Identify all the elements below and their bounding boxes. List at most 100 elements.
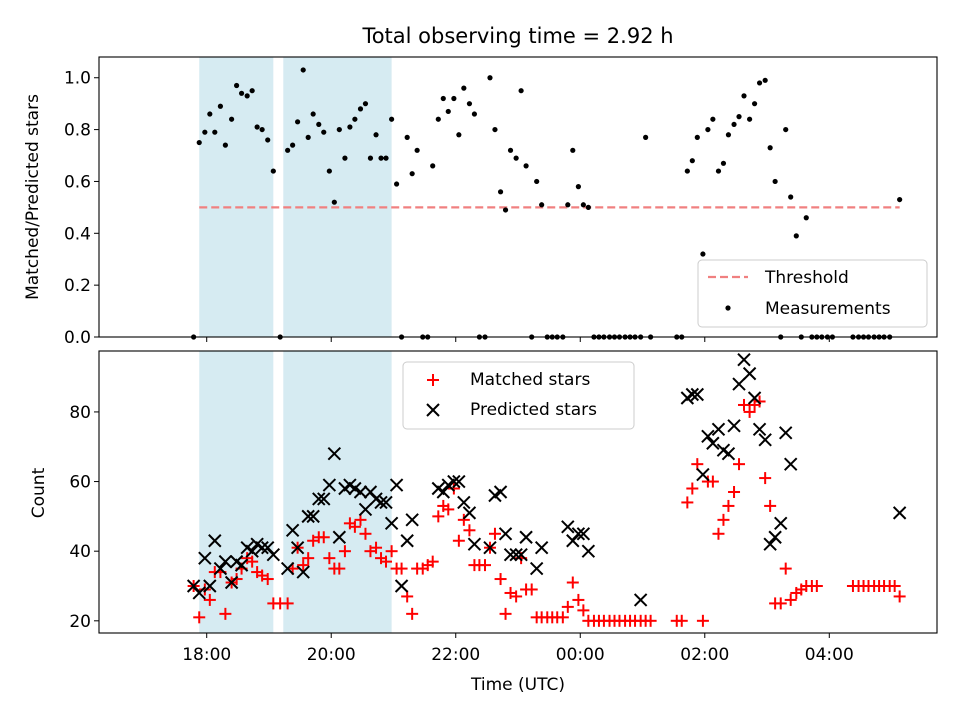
matched-star-point bbox=[359, 527, 372, 540]
measurement-point bbox=[487, 75, 493, 81]
measurement-point bbox=[461, 85, 467, 91]
predicted-star-point bbox=[389, 478, 404, 492]
matched-star-point bbox=[779, 562, 792, 575]
predicted-star-point bbox=[290, 540, 305, 555]
bottom-y-tick-label: 60 bbox=[69, 473, 91, 493]
matched-star-point bbox=[717, 513, 730, 526]
x-tick-label: 18:00 bbox=[182, 645, 231, 665]
measurement-point bbox=[352, 116, 358, 122]
matched-star-point bbox=[733, 458, 746, 471]
measurement-point bbox=[518, 88, 524, 94]
matched-star-point bbox=[675, 614, 688, 627]
measurement-point bbox=[196, 139, 202, 146]
predicted-star-point bbox=[384, 516, 399, 531]
matched-star-point bbox=[219, 607, 232, 620]
matched-star-point bbox=[488, 527, 501, 540]
matched-star-point bbox=[494, 573, 507, 586]
measurement-point bbox=[451, 95, 457, 102]
predicted-star-point bbox=[436, 485, 450, 499]
matched-star-point bbox=[401, 590, 414, 603]
measurement-point bbox=[747, 116, 753, 122]
top-y-tick-label: 0.4 bbox=[64, 224, 91, 244]
measurement-point bbox=[492, 126, 498, 133]
predicted-star-point bbox=[721, 446, 736, 461]
predicted-star-point bbox=[203, 579, 217, 593]
measurement-point bbox=[342, 155, 348, 161]
top-legend: Threshold Measurements bbox=[697, 259, 928, 328]
measurement-point bbox=[445, 108, 451, 115]
matched-star-point bbox=[198, 583, 211, 596]
predicted-star-point bbox=[483, 540, 497, 555]
measurement-point bbox=[207, 111, 213, 117]
measurement-point bbox=[694, 134, 700, 140]
matched-star-point bbox=[712, 527, 725, 540]
predicted-star-point bbox=[758, 433, 772, 447]
top-y-tick-label: 0.6 bbox=[64, 172, 91, 192]
measurement-point bbox=[357, 106, 364, 112]
top-shaded-interval-2 bbox=[283, 57, 392, 337]
predicted-star-point bbox=[633, 593, 648, 607]
measurement-point bbox=[700, 251, 706, 257]
measurement-point bbox=[238, 90, 245, 96]
matched-star-point bbox=[691, 458, 704, 471]
measurement-point bbox=[534, 178, 540, 185]
predicted-star-point bbox=[457, 495, 471, 510]
measurement-point bbox=[300, 67, 306, 73]
measurement-point bbox=[290, 142, 296, 148]
predicted-star-point bbox=[332, 530, 347, 544]
predicted-star-point bbox=[462, 506, 477, 520]
top-y-tick-label: 0.2 bbox=[64, 276, 91, 296]
measurement-point bbox=[471, 111, 478, 117]
matched-star-point bbox=[706, 475, 719, 488]
measurement-point bbox=[767, 145, 773, 151]
bottom-y-tick-label: 80 bbox=[69, 403, 91, 423]
matched-star-point bbox=[686, 482, 699, 495]
matched-star-point bbox=[338, 545, 351, 558]
matched-star-point bbox=[261, 573, 274, 586]
predicted-star-point bbox=[711, 422, 726, 437]
measurement-point bbox=[762, 77, 768, 83]
measurement-point bbox=[229, 116, 235, 122]
matched-star-point bbox=[348, 520, 361, 533]
predicted-star-point bbox=[752, 422, 767, 437]
measurement-point bbox=[409, 171, 415, 177]
matched-star-point bbox=[525, 583, 538, 596]
measurement-point bbox=[310, 111, 316, 117]
measurement-point bbox=[684, 168, 690, 174]
predicted-star-point bbox=[379, 495, 393, 510]
x-tick-label: 22:00 bbox=[431, 645, 480, 665]
bottom-shaded-intervals bbox=[199, 351, 392, 633]
matched-star-point bbox=[246, 555, 259, 568]
bottom-legend-box bbox=[402, 361, 635, 430]
predicted-star-point bbox=[467, 537, 482, 551]
chart-title: Total observing time = 2.92 h bbox=[361, 24, 673, 48]
predicted-star-point bbox=[266, 547, 281, 562]
predicted-star-point bbox=[322, 478, 337, 492]
legend-measurements-swatch bbox=[725, 305, 731, 311]
matched-star-point bbox=[681, 496, 694, 509]
predicted-star-point bbox=[394, 579, 409, 593]
measurement-point bbox=[435, 116, 441, 122]
predicted-star-point bbox=[519, 530, 533, 544]
measurement-point bbox=[285, 147, 291, 153]
legend-predicted-label: Predicted stars bbox=[470, 400, 597, 420]
matched-stars-points bbox=[187, 395, 906, 627]
matched-star-point bbox=[370, 541, 383, 554]
measurement-point bbox=[254, 124, 260, 130]
matched-star-point bbox=[810, 580, 823, 592]
predicted-star-point bbox=[405, 513, 419, 527]
measurement-point bbox=[643, 134, 649, 140]
measurement-point bbox=[783, 126, 789, 133]
measurement-point bbox=[326, 168, 332, 174]
matched-star-point bbox=[510, 590, 523, 603]
matched-star-point bbox=[406, 607, 419, 620]
predicted-star-point bbox=[690, 387, 705, 402]
predicted-star-point bbox=[783, 457, 798, 471]
measurement-point bbox=[373, 132, 379, 138]
predicted-star-point bbox=[701, 429, 715, 444]
matched-star-point bbox=[764, 499, 777, 512]
measurement-point bbox=[430, 163, 436, 169]
x-tick-label: 20:00 bbox=[307, 645, 356, 665]
predicted-star-point bbox=[747, 391, 762, 405]
